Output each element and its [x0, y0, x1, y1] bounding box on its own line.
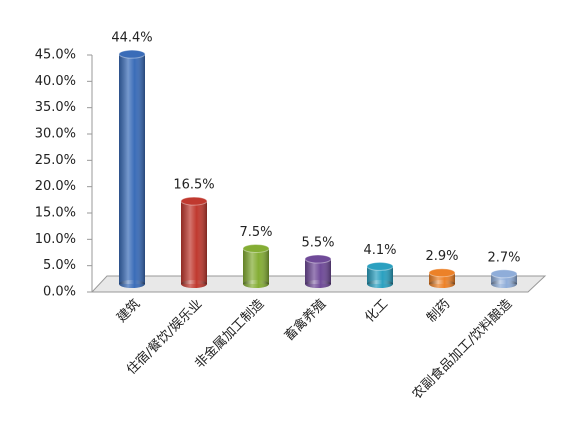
- x-tick-label: 农副食品加工/饮料酿造: [409, 296, 515, 402]
- bar-bottom-shade: [429, 280, 455, 288]
- y-tick-label: 30.0%: [35, 127, 76, 142]
- bar-top: [242, 244, 270, 253]
- value-label: 44.4%: [111, 31, 152, 46]
- bar-shade: [243, 248, 269, 284]
- y-tick-label: 25.0%: [35, 153, 76, 168]
- bar-top: [304, 254, 332, 264]
- value-label: 2.9%: [425, 249, 458, 264]
- y-tick-label: 20.0%: [35, 179, 76, 194]
- bar-bottom-shade: [305, 280, 331, 288]
- bar-group: [490, 269, 518, 288]
- x-tick-label: 畜禽养殖: [281, 296, 329, 344]
- value-label: 4.1%: [363, 243, 396, 258]
- value-label: 7.5%: [239, 225, 272, 240]
- y-tick-label: 35.0%: [35, 100, 76, 115]
- bar-top: [366, 261, 394, 271]
- y-tick-label: 0.0%: [43, 285, 76, 300]
- bar-shade: [491, 273, 517, 284]
- y-tick-label: 40.0%: [35, 74, 76, 89]
- y-tick-label: 45.0%: [35, 48, 76, 63]
- y-tick-label: 5.0%: [43, 258, 76, 273]
- bar-top: [490, 269, 518, 279]
- bar-bottom-shade: [367, 280, 393, 288]
- bar-top: [180, 196, 208, 206]
- bar-bottom-shade: [243, 280, 269, 288]
- bar-bottom-shade: [181, 280, 207, 288]
- bar-group: [242, 244, 270, 288]
- y-tick-label: 15.0%: [35, 206, 76, 221]
- bar-group: [366, 261, 394, 288]
- bar-group: [304, 254, 332, 288]
- bar-group: [118, 49, 146, 288]
- bar-group: [428, 268, 456, 288]
- x-tick-label: 建筑: [114, 296, 144, 326]
- y-tick-label: 10.0%: [35, 232, 76, 247]
- bar-bottom-shade: [491, 280, 517, 288]
- bar-group: [180, 196, 208, 288]
- value-label: 5.5%: [301, 236, 334, 251]
- bar-shade: [367, 266, 393, 284]
- value-label: 16.5%: [173, 178, 214, 193]
- bar-top: [428, 268, 456, 278]
- x-tick-label: 制药: [424, 297, 453, 326]
- value-label: 2.7%: [487, 250, 520, 265]
- bar-shade: [119, 54, 145, 284]
- bar-shade: [429, 272, 455, 284]
- x-tick-label: 化工: [362, 297, 391, 326]
- bar-bottom-shade: [119, 280, 145, 288]
- bar-top: [118, 49, 146, 59]
- bar-shade: [305, 259, 331, 284]
- bar-shade: [181, 201, 207, 284]
